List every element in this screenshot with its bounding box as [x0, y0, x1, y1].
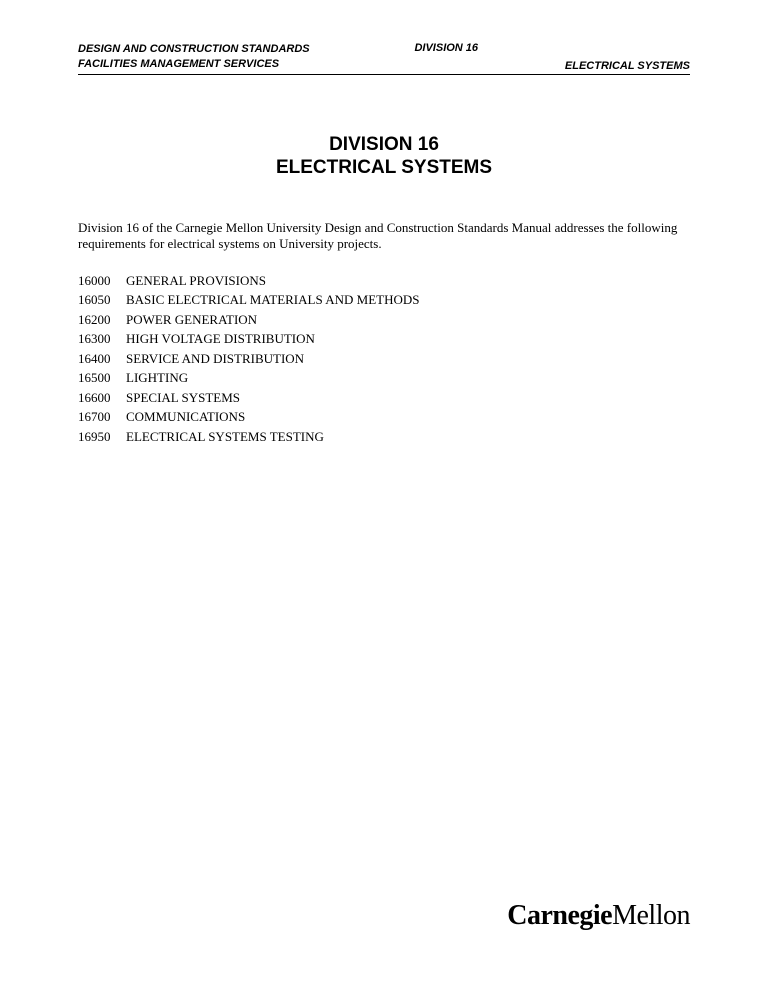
toc-row: 16050 BASIC ELECTRICAL MATERIALS AND MET… [78, 290, 690, 310]
toc-label: GENERAL PROVISIONS [126, 271, 266, 291]
toc-code: 16050 [78, 290, 126, 310]
toc-code: 16600 [78, 388, 126, 408]
title-line-2: ELECTRICAL SYSTEMS [78, 156, 690, 180]
page-header: DESIGN AND CONSTRUCTION STANDARDS FACILI… [78, 42, 690, 75]
logo-bold: Carnegie [507, 900, 612, 931]
table-of-contents: 16000 GENERAL PROVISIONS 16050 BASIC ELE… [78, 271, 690, 447]
toc-row: 16950 ELECTRICAL SYSTEMS TESTING [78, 427, 690, 447]
intro-paragraph: Division 16 of the Carnegie Mellon Unive… [78, 220, 690, 253]
toc-code: 16700 [78, 407, 126, 427]
toc-row: 16600 SPECIAL SYSTEMS [78, 388, 690, 408]
toc-label: COMMUNICATIONS [126, 407, 245, 427]
toc-row: 16500 LIGHTING [78, 368, 690, 388]
toc-row: 16400 SERVICE AND DISTRIBUTION [78, 349, 690, 369]
logo-light: Mellon [612, 900, 690, 931]
header-center: DIVISION 16 [396, 42, 478, 72]
toc-label: SPECIAL SYSTEMS [126, 388, 240, 408]
toc-row: 16000 GENERAL PROVISIONS [78, 271, 690, 291]
toc-row: 16200 POWER GENERATION [78, 310, 690, 330]
toc-label: BASIC ELECTRICAL MATERIALS AND METHODS [126, 290, 419, 310]
toc-label: POWER GENERATION [126, 310, 257, 330]
toc-code: 16300 [78, 329, 126, 349]
toc-row: 16300 HIGH VOLTAGE DISTRIBUTION [78, 329, 690, 349]
toc-label: LIGHTING [126, 368, 188, 388]
toc-code: 16400 [78, 349, 126, 369]
toc-row: 16700 COMMUNICATIONS [78, 407, 690, 427]
title-block: DIVISION 16 ELECTRICAL SYSTEMS [78, 133, 690, 181]
toc-code: 16500 [78, 368, 126, 388]
toc-code: 16000 [78, 271, 126, 291]
header-left-line2: FACILITIES MANAGEMENT SERVICES [78, 57, 310, 72]
carnegie-mellon-logo: CarnegieMellon [507, 900, 690, 932]
title-line-1: DIVISION 16 [78, 133, 690, 157]
toc-label: ELECTRICAL SYSTEMS TESTING [126, 427, 324, 447]
header-left: DESIGN AND CONSTRUCTION STANDARDS FACILI… [78, 42, 310, 72]
header-left-line1: DESIGN AND CONSTRUCTION STANDARDS [78, 42, 310, 57]
toc-label: SERVICE AND DISTRIBUTION [126, 349, 304, 369]
toc-code: 16950 [78, 427, 126, 447]
header-right: ELECTRICAL SYSTEMS [565, 60, 690, 72]
toc-label: HIGH VOLTAGE DISTRIBUTION [126, 329, 315, 349]
toc-code: 16200 [78, 310, 126, 330]
